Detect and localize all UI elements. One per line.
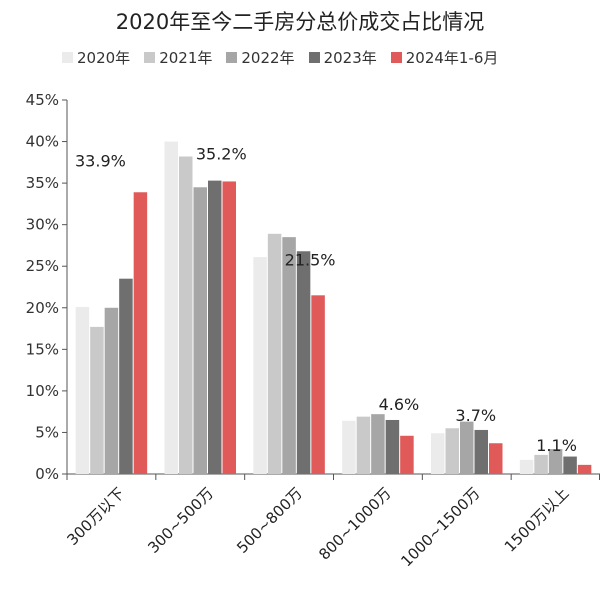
legend-label: 2020年 <box>77 49 131 67</box>
legend-label: 2021年 <box>159 49 213 67</box>
bar <box>296 251 311 474</box>
bar <box>577 464 592 474</box>
legend-item: 2020年 <box>62 47 130 68</box>
y-tick-label: 10% <box>26 382 59 400</box>
bar <box>548 449 563 474</box>
y-tick-label: 45% <box>26 91 59 109</box>
y-tick-label: 15% <box>26 340 59 358</box>
bar <box>371 414 385 474</box>
bar <box>75 306 90 474</box>
legend-swatch <box>308 52 320 63</box>
bar <box>385 419 400 474</box>
bar <box>119 278 133 474</box>
x-tick-label: 1000~1500万 <box>397 484 483 570</box>
legend-item: 2021年 <box>144 47 212 68</box>
legend-swatch <box>62 52 73 63</box>
legend-label: 2022年 <box>241 49 295 67</box>
legend-label: 2024年1-6月 <box>405 49 499 67</box>
bar <box>400 435 414 474</box>
y-tick-label: 30% <box>26 216 59 234</box>
bar <box>534 454 548 474</box>
bar <box>193 187 207 474</box>
x-tick-label: 300万以下 <box>63 484 128 549</box>
bar <box>104 307 119 474</box>
legend-label: 2023年 <box>323 49 377 67</box>
y-tick-label: 25% <box>26 257 59 275</box>
chart-title: 2020年至今二手房分总价成交占比情况 <box>115 10 485 34</box>
bar <box>208 180 222 474</box>
bar <box>445 428 459 474</box>
y-tick-label: 20% <box>26 299 59 317</box>
bar <box>253 257 267 474</box>
bar <box>164 141 178 475</box>
bar <box>342 420 356 474</box>
data-label: 4.6% <box>379 395 420 414</box>
bar <box>356 416 371 474</box>
legend-item: 2023年 <box>308 47 377 68</box>
bars <box>75 141 592 475</box>
bar <box>563 456 577 474</box>
bar <box>519 459 534 474</box>
bar <box>267 233 282 474</box>
legend: 2020年 2021年 2022年 2023年 2024年1-6月 <box>62 47 498 68</box>
legend-item: 2024年1-6月 <box>390 47 499 68</box>
bar <box>474 429 488 474</box>
x-tick-label: 300~500万 <box>144 484 217 557</box>
bar <box>489 443 503 474</box>
legend-item: 2022年 <box>226 47 295 68</box>
bar <box>282 237 296 474</box>
bar <box>179 156 193 474</box>
bar <box>90 326 104 474</box>
bar <box>222 181 236 474</box>
data-labels: 33.9% 35.2% 21.5% 4.6% 3.7% 1.1% <box>75 144 577 454</box>
legend-swatch <box>144 52 156 63</box>
y-tick-label: 0% <box>35 465 59 483</box>
data-label: 33.9% <box>75 151 126 170</box>
data-label: 1.1% <box>536 436 577 455</box>
y-tick-label: 5% <box>35 423 59 441</box>
x-tick-label: 500~800万 <box>233 484 306 557</box>
data-label: 21.5% <box>285 250 336 269</box>
data-label: 3.7% <box>455 406 496 425</box>
data-label: 35.2% <box>196 144 247 163</box>
bar <box>431 433 445 474</box>
bar <box>311 295 325 474</box>
bar <box>133 192 148 474</box>
y-tick-label: 35% <box>26 174 59 192</box>
y-tick-label: 40% <box>26 133 59 151</box>
bar <box>460 421 474 474</box>
x-tick-label: 1500万以上 <box>501 484 573 556</box>
legend-swatch <box>226 52 238 63</box>
x-tick-label: 800~1000万 <box>315 484 394 563</box>
legend-swatch <box>390 52 402 63</box>
